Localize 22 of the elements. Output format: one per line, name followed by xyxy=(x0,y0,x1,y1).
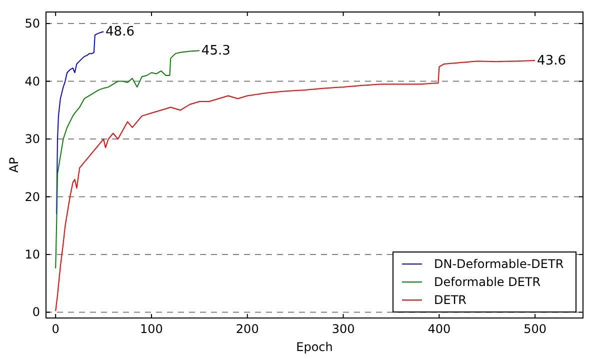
legend-label: DN-Deformable-DETR xyxy=(434,257,564,271)
x-tick-label: 500 xyxy=(524,322,547,336)
x-tick-label: 0 xyxy=(52,322,60,336)
y-tick-label: 20 xyxy=(24,190,40,204)
line-series xyxy=(55,50,200,269)
x-axis-title: Epoch xyxy=(296,340,333,354)
annotation: 45.3 xyxy=(201,44,230,59)
x-tick-label: 300 xyxy=(332,322,355,336)
annotation: 43.6 xyxy=(537,54,566,68)
line-series xyxy=(56,31,104,215)
y-tick-label: 0 xyxy=(32,305,40,320)
y-tick-label: 10 xyxy=(24,247,40,262)
legend-label: DETR xyxy=(434,293,466,307)
legend-label: Deformable DETR xyxy=(434,275,541,289)
y-axis-title: AP xyxy=(7,157,21,173)
y-tick-label: 40 xyxy=(24,74,40,88)
x-tick-label: 400 xyxy=(428,322,451,336)
x-tick-label: 100 xyxy=(140,322,163,336)
y-tick-label: 30 xyxy=(24,132,40,146)
y-tick-label: 50 xyxy=(24,16,40,31)
x-tick-label: 200 xyxy=(236,322,259,336)
annotation: 48.6 xyxy=(106,24,134,40)
